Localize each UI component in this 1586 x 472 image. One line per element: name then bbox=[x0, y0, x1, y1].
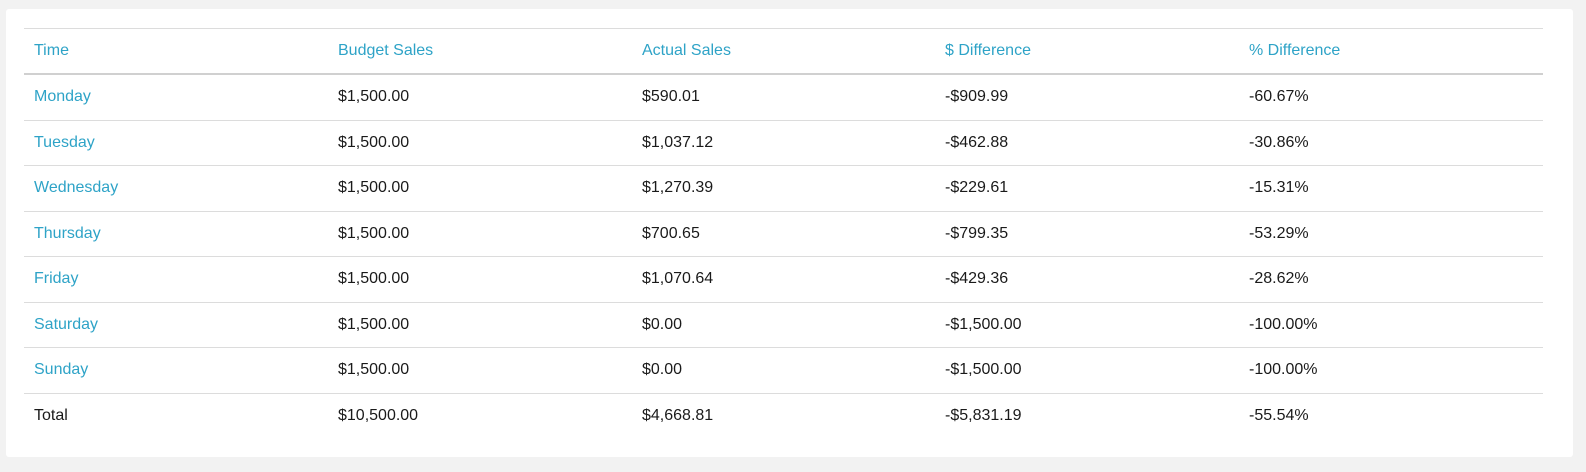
header-time[interactable]: Time bbox=[34, 42, 69, 59]
total-budget-sales: $10,500.00 bbox=[338, 406, 419, 424]
percent-difference-cell: -53.29% bbox=[1249, 224, 1309, 242]
percent-difference-cell: -30.86% bbox=[1249, 133, 1309, 151]
dollar-difference-cell: -$462.88 bbox=[945, 133, 1009, 151]
budget-sales-table: Time Budget Sales Actual Sales $ Differe… bbox=[24, 28, 1543, 438]
percent-difference-cell: -100.00% bbox=[1249, 315, 1318, 333]
day-link-friday[interactable]: Friday bbox=[34, 270, 79, 288]
budget-sales-cell: $1,500.00 bbox=[338, 224, 410, 242]
percent-difference-cell: -100.00% bbox=[1249, 361, 1318, 379]
day-link-tuesday[interactable]: Tuesday bbox=[34, 133, 95, 151]
dollar-difference-cell: -$799.35 bbox=[945, 224, 1009, 242]
actual-sales-cell: $0.00 bbox=[642, 361, 683, 379]
header-percent-difference[interactable]: % Difference bbox=[1249, 42, 1341, 59]
total-actual-sales: $4,668.81 bbox=[642, 406, 714, 424]
percent-difference-cell: -15.31% bbox=[1249, 179, 1309, 197]
table-row: Wednesday $1,500.00 $1,270.39 -$229.61 -… bbox=[24, 166, 1543, 211]
day-link-saturday[interactable]: Saturday bbox=[34, 315, 99, 333]
header-dollar-difference[interactable]: $ Difference bbox=[945, 42, 1031, 59]
actual-sales-cell: $700.65 bbox=[642, 224, 700, 242]
table-row: Friday $1,500.00 $1,070.64 -$429.36 -28.… bbox=[24, 257, 1543, 302]
dollar-difference-cell: -$229.61 bbox=[945, 179, 1009, 197]
budget-sales-cell: $1,500.00 bbox=[338, 88, 410, 106]
table-row: Saturday $1,500.00 $0.00 -$1,500.00 -100… bbox=[24, 302, 1543, 348]
table-row: Tuesday $1,500.00 $1,037.12 -$462.88 -30… bbox=[24, 120, 1543, 166]
actual-sales-cell: $1,270.39 bbox=[642, 179, 714, 197]
day-link-wednesday[interactable]: Wednesday bbox=[34, 179, 119, 197]
day-link-thursday[interactable]: Thursday bbox=[34, 224, 101, 242]
header-actual-sales[interactable]: Actual Sales bbox=[642, 42, 731, 59]
dollar-difference-cell: -$909.99 bbox=[945, 88, 1009, 106]
table-row: Sunday $1,500.00 $0.00 -$1,500.00 -100.0… bbox=[24, 348, 1543, 393]
actual-sales-cell: $1,070.64 bbox=[642, 270, 714, 288]
dollar-difference-cell: -$1,500.00 bbox=[945, 315, 1022, 333]
day-link-sunday[interactable]: Sunday bbox=[34, 361, 89, 379]
budget-sales-cell: $1,500.00 bbox=[338, 179, 410, 197]
table-body: Monday $1,500.00 $590.01 -$909.99 -60.67… bbox=[24, 74, 1543, 438]
actual-sales-cell: $590.01 bbox=[642, 88, 700, 106]
table-row: Thursday $1,500.00 $700.65 -$799.35 -53.… bbox=[24, 211, 1543, 257]
budget-sales-cell: $1,500.00 bbox=[338, 361, 410, 379]
total-dollar-difference: -$5,831.19 bbox=[945, 406, 1022, 424]
actual-sales-cell: $1,037.12 bbox=[642, 133, 714, 151]
header-budget-sales[interactable]: Budget Sales bbox=[338, 42, 434, 59]
total-label: Total bbox=[34, 406, 68, 424]
table-row: Monday $1,500.00 $590.01 -$909.99 -60.67… bbox=[24, 74, 1543, 120]
day-link-monday[interactable]: Monday bbox=[34, 88, 91, 106]
dollar-difference-cell: -$1,500.00 bbox=[945, 361, 1022, 379]
budget-sales-cell: $1,500.00 bbox=[338, 133, 410, 151]
actual-sales-cell: $0.00 bbox=[642, 315, 683, 333]
header-row: Time Budget Sales Actual Sales $ Differe… bbox=[24, 28, 1543, 74]
budget-sales-cell: $1,500.00 bbox=[338, 315, 410, 333]
total-percent-difference: -55.54% bbox=[1249, 406, 1309, 424]
total-row: Total $10,500.00 $4,668.81 -$5,831.19 -5… bbox=[24, 393, 1543, 438]
percent-difference-cell: -28.62% bbox=[1249, 270, 1309, 288]
percent-difference-cell: -60.67% bbox=[1249, 88, 1309, 106]
sales-panel: Time Budget Sales Actual Sales $ Differe… bbox=[6, 9, 1573, 457]
dollar-difference-cell: -$429.36 bbox=[945, 270, 1009, 288]
table-header: Time Budget Sales Actual Sales $ Differe… bbox=[24, 28, 1543, 74]
budget-sales-cell: $1,500.00 bbox=[338, 270, 410, 288]
